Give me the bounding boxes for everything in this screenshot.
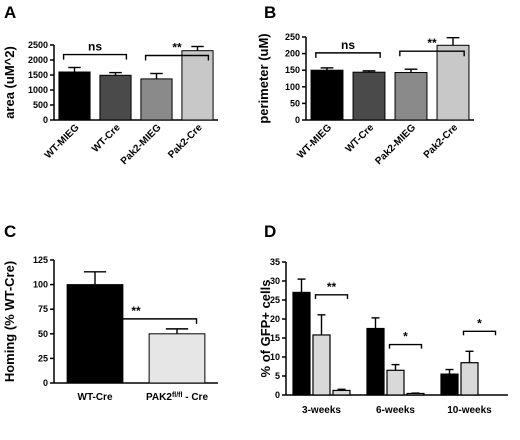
- x-tick-label: 6-weeks: [376, 405, 415, 416]
- x-tick-label: WT-Cre: [78, 392, 113, 403]
- y-tick-label: 0: [43, 115, 48, 125]
- y-tick-label: 50: [38, 329, 48, 339]
- y-axis-label: Homing (% WT-Cre): [2, 261, 17, 382]
- y-tick-label: 30: [270, 276, 280, 286]
- y-tick-label: 125: [33, 255, 48, 265]
- significance-label: **: [427, 36, 437, 50]
- y-tick-label: 5: [275, 371, 280, 381]
- y-axis-label: perimeter (uM): [256, 33, 271, 123]
- y-tick-label: 2500: [28, 40, 48, 50]
- bar: [99, 74, 132, 121]
- y-tick-label: 75: [38, 304, 48, 314]
- panel-d: 0 5 10 15 20 25 30 35 % of GFP+ cells D 3-weeks 6-w…: [258, 222, 508, 416]
- significance-label: ns: [88, 40, 102, 54]
- y-tick-label: 0: [43, 378, 48, 388]
- x-tick-label: Pak2-MIEG: [373, 122, 418, 167]
- y-axis-label: area (uM^2): [2, 46, 17, 119]
- y-tick-label: 25: [38, 353, 48, 363]
- x-tick-label: 3-weeks: [302, 405, 341, 416]
- bar: [66, 284, 124, 384]
- y-tick-label: 10: [270, 352, 280, 362]
- y-tick-label: 100: [33, 280, 48, 290]
- bar: [394, 72, 428, 121]
- significance-label: **: [172, 41, 182, 55]
- x-tick-label: WT-Cre: [90, 122, 123, 155]
- panel-label: C: [4, 222, 16, 241]
- significance-bracket: [462, 330, 497, 336]
- x-tick-label: WT-Cre: [344, 122, 377, 155]
- significance-bracket: [388, 343, 423, 349]
- x-tick-label: Pak2-MIEG: [119, 122, 164, 167]
- bar: [440, 373, 459, 396]
- panel-label: D: [264, 222, 276, 241]
- bar: [58, 71, 91, 121]
- bar: [332, 389, 351, 396]
- significance-label: ns: [341, 38, 355, 52]
- significance-bracket: [144, 54, 210, 61]
- significance-label: **: [131, 304, 141, 318]
- y-tick-label: 500: [33, 100, 48, 110]
- y-tick-label: 35: [270, 257, 280, 267]
- bar: [292, 291, 311, 396]
- y-tick-label: 1500: [28, 70, 48, 80]
- significance-label: **: [327, 280, 337, 294]
- bar: [386, 369, 405, 396]
- panel-label: A: [4, 3, 16, 22]
- panel-b: 0 50 100 150 200 250 perimeter (uM) B WT-MIEG WT-…: [256, 3, 474, 167]
- significance-bracket: [399, 50, 465, 57]
- x-tick-label: WT-MIEG: [295, 122, 334, 161]
- bar: [436, 44, 470, 121]
- significance-bracket: [62, 53, 128, 60]
- panel-label: B: [264, 3, 276, 22]
- y-axis-label: % of GFP+ cells: [258, 280, 273, 378]
- y-tick-label: 15: [270, 333, 280, 343]
- x-tick-label: WT-MIEG: [43, 122, 82, 161]
- y-tick-label: 250: [285, 32, 300, 42]
- x-tick-label: 10-weeks: [447, 405, 492, 416]
- panel-c: 0 25 50 75 100 125 Homing (% WT-Cre) C WT-Cre PAK…: [2, 222, 218, 403]
- bar: [352, 71, 386, 121]
- y-tick-label: 100: [285, 82, 300, 92]
- bar: [312, 334, 331, 396]
- significance-label: *: [403, 330, 408, 344]
- bar: [366, 327, 385, 396]
- y-tick-label: 1000: [28, 85, 48, 95]
- significance-bracket: [315, 52, 381, 58]
- significance-bracket: [74, 318, 198, 324]
- y-tick-label: 2000: [28, 55, 48, 65]
- bar: [460, 362, 479, 396]
- y-tick-label: 50: [290, 98, 300, 108]
- significance-bracket: [314, 294, 349, 299]
- x-tick-label: PAK2fl/fl - Cre: [146, 392, 208, 404]
- bar: [148, 333, 206, 384]
- significance-label: *: [477, 316, 482, 330]
- panel-a: 0 500 1000 1500 2000 2500 area (uM^2) A WT-MIEG W…: [2, 3, 218, 167]
- y-tick-label: 25: [270, 295, 280, 305]
- y-tick-label: 200: [285, 49, 300, 59]
- bar: [310, 69, 344, 121]
- y-tick-label: 0: [275, 390, 280, 400]
- y-tick-label: 20: [270, 314, 280, 324]
- y-tick-label: 150: [285, 65, 300, 75]
- bar: [140, 78, 173, 121]
- bar: [181, 50, 214, 121]
- x-tick-label: Pak2-Cre: [166, 122, 205, 161]
- x-tick-label: Pak2-Cre: [422, 122, 461, 161]
- y-tick-label: 0: [295, 115, 300, 125]
